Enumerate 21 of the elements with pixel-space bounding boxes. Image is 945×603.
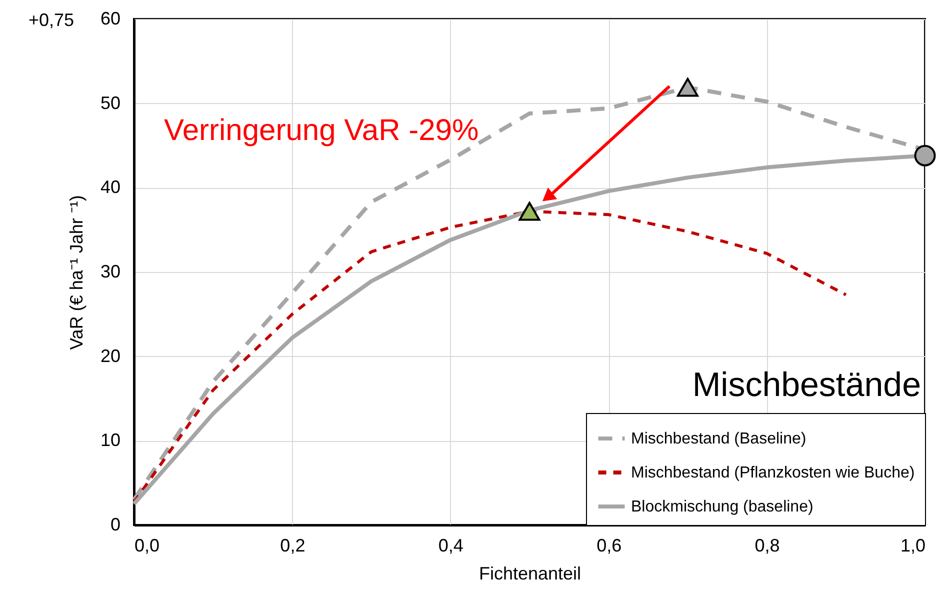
x-tick-label: 0,6	[596, 536, 622, 556]
x-tick-label: 0,2	[280, 536, 306, 556]
y-tick-label: 30	[100, 262, 120, 282]
y-tick-label: 40	[100, 177, 120, 198]
annotation: Verringerung VaR -29%	[164, 114, 479, 147]
legend-label: Blockmischung (baseline)	[631, 498, 814, 516]
legend-label: Mischbestand (Pflanzkosten wie Buche)	[631, 464, 915, 482]
y-axis-title: VaR (€ ha⁻¹ Jahr ⁻¹)	[66, 195, 86, 350]
y-tick-label: 10	[100, 430, 120, 450]
annotation: Mischbestände	[692, 366, 921, 404]
y-tick-label: 0	[110, 514, 120, 534]
legend-label: Mischbestand (Baseline)	[631, 430, 806, 448]
y-tick-label: 50	[100, 92, 120, 113]
x-axis-title: Fichtenanteil	[478, 564, 582, 584]
y-tick-label: 20	[100, 346, 120, 366]
x-tick-label: 0,0	[134, 536, 160, 556]
x-tick-label: 0,8	[754, 536, 780, 556]
text: +0,75	[28, 10, 74, 30]
x-tick-label: 1,0	[900, 536, 926, 556]
x-tick-label: 0,4	[438, 536, 464, 556]
y-tick-label: 60	[100, 8, 120, 28]
